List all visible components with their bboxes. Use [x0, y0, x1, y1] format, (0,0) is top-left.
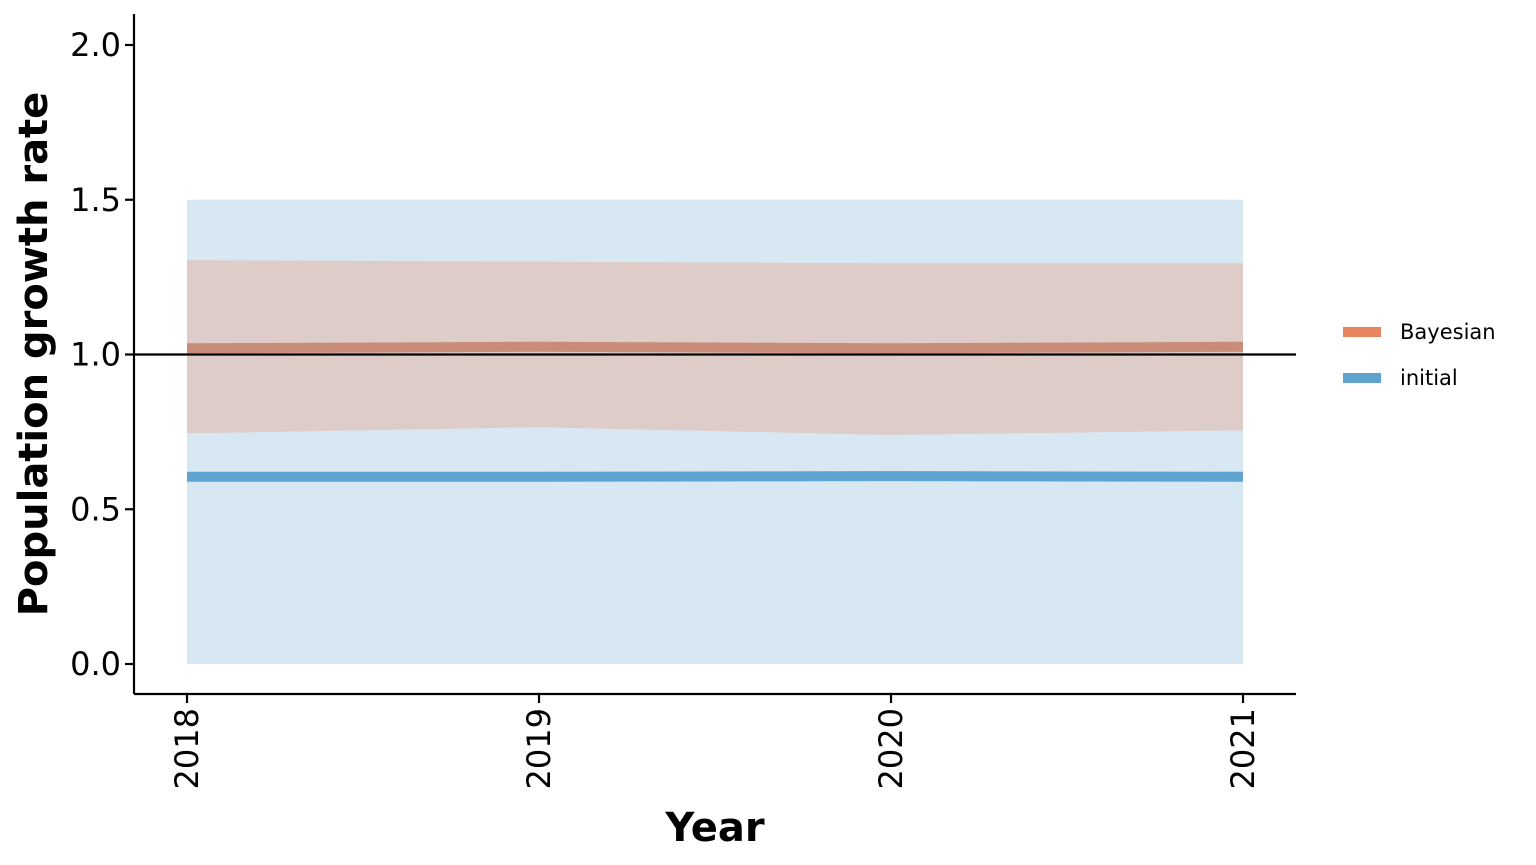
x-tick-label: 2018 [168, 708, 206, 789]
legend: Bayesian initial [1343, 320, 1496, 390]
y-ticks: 0.0 0.5 1.0 1.5 2.0 [70, 26, 134, 683]
series-lines [186, 341, 1244, 482]
y-tick-label: 0.5 [70, 490, 121, 528]
y-axis-title: Population growth rate [11, 92, 57, 617]
line-initial [187, 471, 1244, 482]
uncertainty-bands [187, 199, 1243, 664]
x-ticks: 2018 2019 2020 2021 [168, 694, 1262, 789]
legend-label-initial: initial [1400, 366, 1458, 390]
band-initial [187, 199, 1243, 664]
x-tick-label: 2020 [872, 708, 910, 789]
y-tick-label: 0.0 [70, 645, 121, 683]
y-tick-label: 2.0 [70, 26, 121, 64]
legend-label-bayesian: Bayesian [1400, 320, 1496, 344]
line-bayesian [186, 341, 1244, 354]
x-axis-title: Year [664, 805, 764, 851]
y-tick-label: 1.5 [70, 181, 121, 219]
y-tick-label: 1.0 [70, 336, 121, 374]
x-tick-label: 2021 [1224, 708, 1262, 789]
x-tick-label: 2019 [520, 708, 558, 789]
